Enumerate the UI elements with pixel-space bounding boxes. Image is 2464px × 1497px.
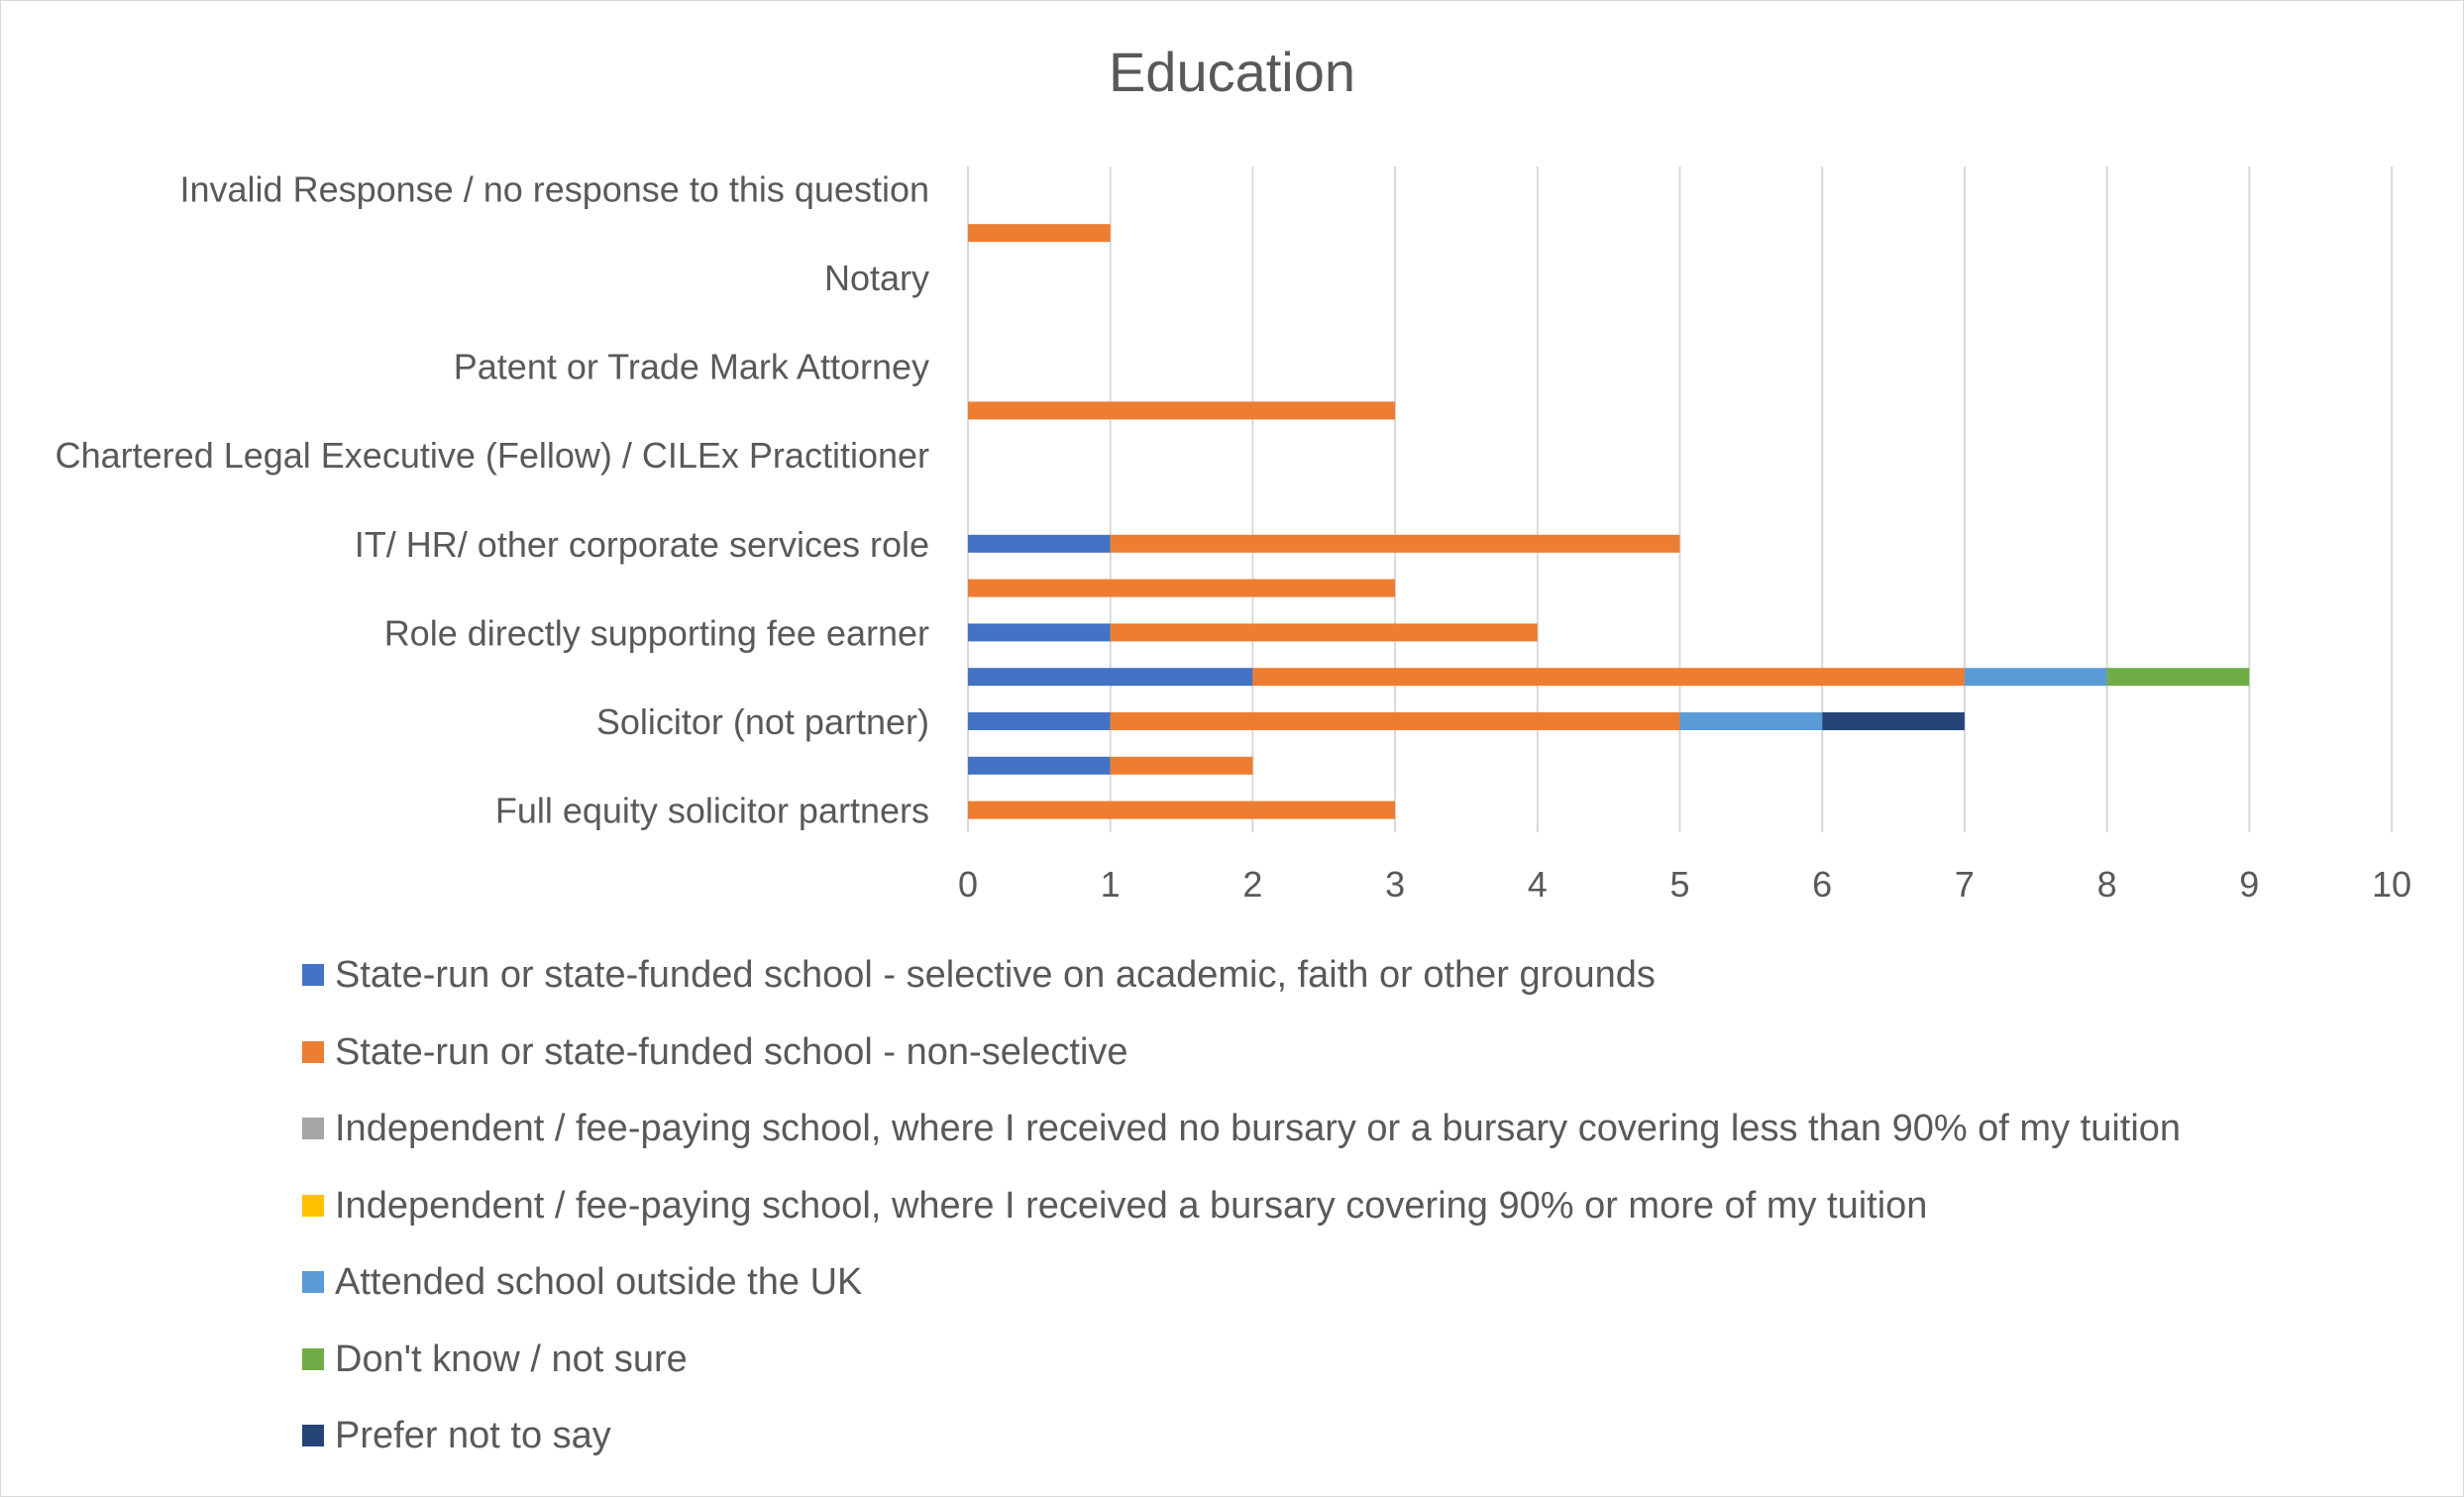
category-label: Patent or Trade Mark Attorney — [454, 347, 929, 387]
x-tick-label: 2 — [1242, 864, 1262, 905]
bar-segment-series-0 — [968, 623, 1111, 642]
legend-swatch — [302, 1425, 324, 1446]
category-label: Invalid Response / no response to this q… — [180, 168, 929, 209]
category-label: Notary — [824, 258, 929, 298]
legend-swatch — [302, 1271, 324, 1293]
x-tick-label: 9 — [2239, 864, 2259, 905]
legend-swatch — [302, 1347, 324, 1370]
category-label: IT/ HR/ other corporate services role — [355, 524, 929, 565]
legend-label: Don't know / not sure — [335, 1337, 688, 1380]
legend-label: Attended school outside the UK — [335, 1261, 863, 1303]
bar-segment-series-0 — [968, 668, 1253, 687]
category-label: Solicitor (not partner) — [596, 701, 929, 742]
category-label: Chartered Legal Executive (Fellow) / CIL… — [55, 435, 929, 476]
bar-segment-series-4 — [1964, 668, 2107, 687]
x-tick-label: 6 — [1812, 864, 1832, 905]
bar-segment-series-1 — [968, 801, 1396, 819]
legend-swatch — [302, 1040, 324, 1063]
legend-label: Independent / fee-paying school, where I… — [335, 1108, 2182, 1149]
category-label: Full equity solicitor partners — [495, 791, 929, 831]
bar-segment-series-4 — [1679, 712, 1823, 730]
chart-title: Education — [1108, 41, 1356, 103]
x-tick-label: 0 — [958, 864, 978, 905]
legend-label: Prefer not to say — [335, 1415, 611, 1456]
legend-swatch — [302, 964, 324, 986]
bar-segment-series-5 — [2106, 668, 2250, 687]
bar-segment-series-1 — [1110, 712, 1680, 730]
x-tick-label: 8 — [2097, 864, 2117, 905]
legend-label: State-run or state-funded school - selec… — [335, 954, 1656, 996]
x-tick-label: 10 — [2372, 864, 2411, 905]
bar-segment-series-1 — [1110, 534, 1680, 553]
legend-swatch — [302, 1194, 324, 1217]
chart-plot: 0 1 2 3 4 5 6 7 8 9 10 Full equity solicitor partne… — [55, 166, 2411, 905]
bar-segment-series-1 — [968, 401, 1396, 420]
x-tick-label: 5 — [1669, 864, 1689, 905]
category-label: Role directly supporting fee earner — [384, 612, 929, 653]
bar-segment-series-1 — [968, 224, 1111, 243]
bar-segment-series-0 — [968, 756, 1111, 775]
x-tick-label: 4 — [1528, 864, 1548, 905]
legend-swatch — [302, 1118, 324, 1139]
bar-segment-series-1 — [1110, 623, 1538, 642]
bar-segment-series-1 — [1110, 756, 1253, 775]
legend-label: State-run or state-funded school - non-s… — [335, 1030, 1128, 1073]
bar-segment-series-0 — [968, 712, 1111, 730]
x-tick-label: 1 — [1101, 864, 1121, 905]
x-tick-label: 3 — [1385, 864, 1405, 905]
legend-label: Independent / fee-paying school, where I… — [335, 1184, 1928, 1227]
bar-segment-series-0 — [968, 534, 1111, 553]
bar-segment-series-6 — [1822, 712, 1965, 730]
bar-segment-series-1 — [968, 579, 1396, 597]
bar-segment-series-1 — [1252, 668, 1965, 687]
x-tick-label: 7 — [1955, 864, 1975, 905]
